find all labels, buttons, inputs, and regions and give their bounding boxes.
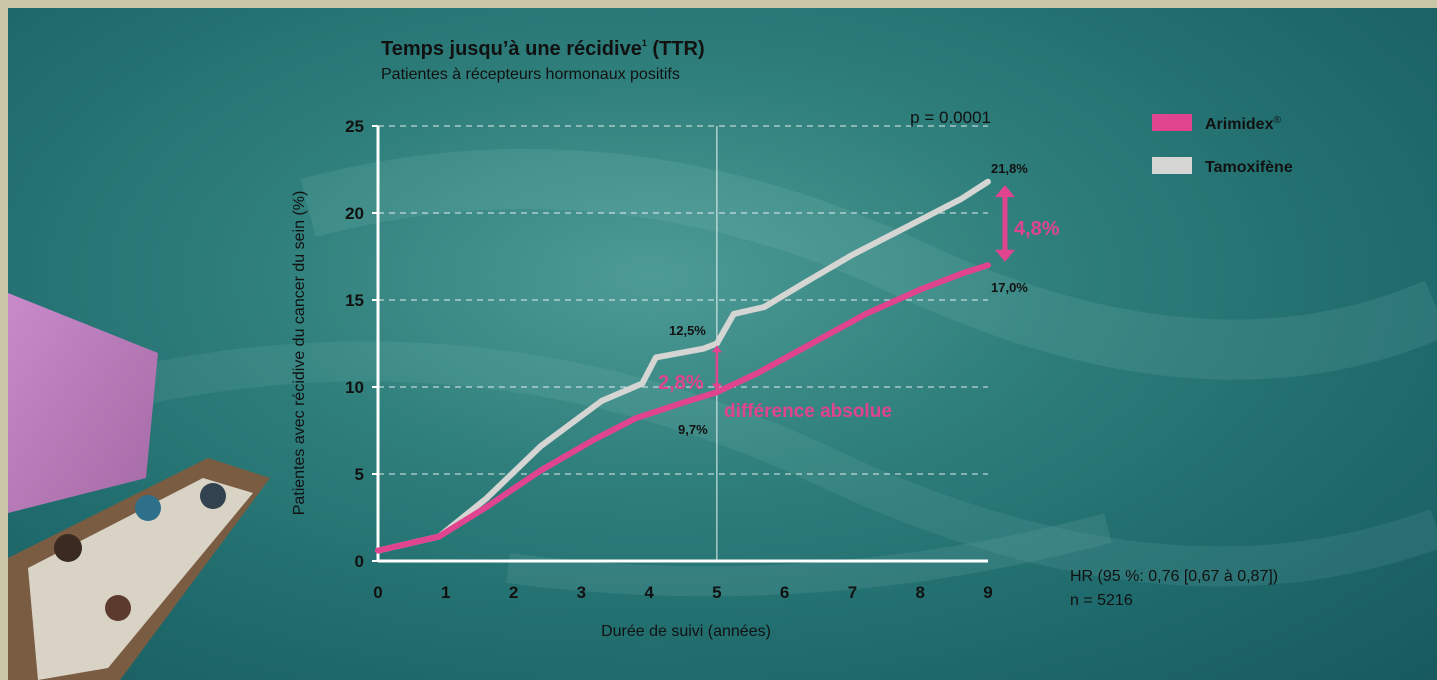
x-tick-labels: 0 1 2 3 4 5 6 7 8 9	[373, 583, 992, 602]
x-tick-label: 7	[848, 583, 857, 602]
legend-swatch-arimidex	[1152, 114, 1192, 131]
y-tick-label: 10	[345, 378, 364, 397]
x-tick-label: 8	[915, 583, 924, 602]
x-tick-label: 4	[644, 583, 654, 602]
arrow-head	[994, 249, 1015, 262]
x-tick-label: 0	[373, 583, 382, 602]
water-background	[123, 148, 1437, 597]
difference-9y: 4,8%	[1014, 218, 1060, 240]
legend-label-arimidex: Arimidex®	[1205, 115, 1281, 133]
legend-label-tamoxifene: Tamoxifène	[1205, 159, 1293, 176]
x-tick-label: 2	[509, 583, 518, 602]
x-tick-label: 3	[577, 583, 586, 602]
sample-size: n = 5216	[1070, 592, 1133, 609]
label-9y-tamoxifene: 21,8%	[991, 161, 1028, 176]
grid-lines	[378, 125, 988, 561]
label-5y-tamoxifene: 12,5%	[669, 323, 706, 338]
axes	[376, 126, 988, 563]
difference-5y: 2,8%	[658, 372, 704, 394]
x-tick-label: 6	[780, 583, 789, 602]
x-tick-label: 5	[712, 583, 721, 602]
label-9y-arimidex: 17,0%	[991, 280, 1028, 295]
legend-swatch-tamoxifene	[1152, 157, 1192, 174]
y-tick-label: 20	[345, 204, 364, 223]
x-tick-label: 9	[983, 583, 992, 602]
hazard-ratio: HR (95 %: 0,76 [0,67 à 0,87])	[1070, 568, 1278, 585]
annotation-5-years: 12,5% 9,7% 2,8% différence absolue	[658, 323, 892, 437]
x-tick-label: 1	[441, 583, 450, 602]
arrow-head	[711, 383, 722, 391]
label-5y-arimidex: 9,7%	[678, 422, 708, 437]
y-tick-labels: 0 5 10 15 20 25	[345, 117, 378, 571]
legend: Arimidex® Tamoxifène	[1152, 114, 1293, 176]
series-line-tamoxifene	[375, 178, 991, 554]
annotation-9-years: 21,8% 17,0% 4,8%	[991, 161, 1060, 295]
p-value: p = 0.0001	[910, 108, 991, 127]
arrow-head	[711, 345, 722, 353]
series-line-arimidex	[375, 262, 991, 554]
difference-caption: différence absolue	[724, 401, 892, 422]
y-tick-label: 15	[345, 291, 364, 310]
chart-svg: Temps jusqu’à une récidive1 (TTR) Patien…	[8, 38, 1437, 680]
chart-panel: Temps jusqu’à une récidive1 (TTR) Patien…	[8, 8, 1437, 680]
y-tick-label: 0	[355, 552, 364, 571]
y-tick-label: 5	[355, 465, 364, 484]
arrow-head	[994, 185, 1015, 198]
x-axis-label: Durée de suivi (années)	[601, 623, 771, 640]
y-axis-label: Patientes avec récidive du cancer du sei…	[291, 191, 308, 516]
chart-subtitle: Patientes à récepteurs hormonaux positif…	[381, 66, 680, 83]
y-tick-label: 25	[345, 117, 364, 136]
chart-title: Temps jusqu’à une récidive1 (TTR)	[381, 38, 705, 60]
series-lines	[375, 178, 991, 554]
sailboat-image	[8, 293, 270, 680]
